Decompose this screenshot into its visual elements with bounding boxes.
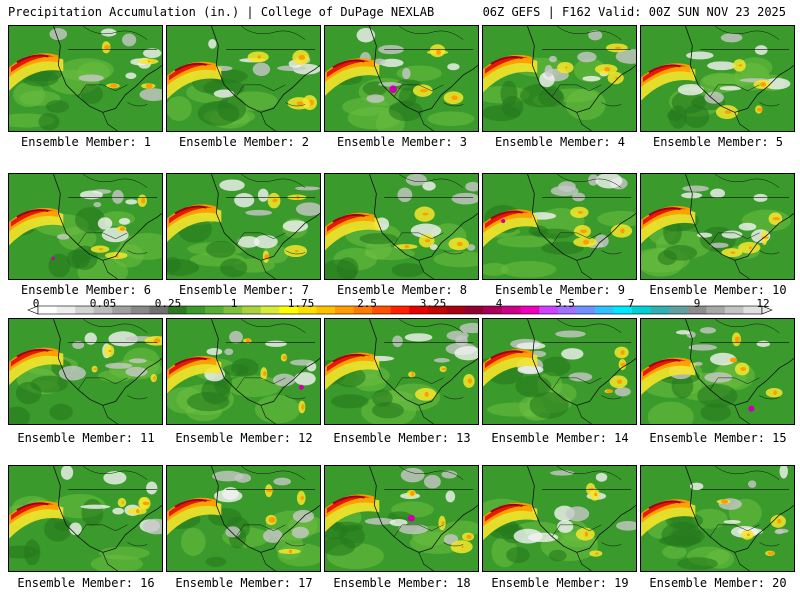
colorbar-swatch <box>223 306 243 314</box>
map-title: Precipitation Accumulation (in.) | Colle… <box>8 5 435 19</box>
colorbar-swatch <box>279 306 299 314</box>
colorbar-swatch <box>186 306 206 314</box>
colorbar-tick-label: 2.5 <box>357 297 377 310</box>
colorbar-swatch <box>594 306 614 314</box>
ensemble-member-label: Ensemble Member: 17 <box>175 576 313 590</box>
colorbar-tick-label: 0 <box>32 297 40 310</box>
ensemble-member-map <box>482 25 637 132</box>
colorbar-swatch <box>483 306 503 314</box>
colorbar-swatch <box>520 306 540 314</box>
colorbar-swatch <box>669 306 689 314</box>
ensemble-member-label: Ensemble Member: 18 <box>333 576 471 590</box>
colorbar-right-arrow <box>761 305 773 315</box>
colorbar-swatch <box>539 306 559 314</box>
ensemble-member-map <box>324 318 479 425</box>
ensemble-member-label: Ensemble Member: 20 <box>649 576 787 590</box>
ensemble-member-map <box>640 318 795 425</box>
ensemble-member-label: Ensemble Member: 5 <box>652 135 784 149</box>
colorbar-swatch <box>464 306 484 314</box>
colorbar-swatch <box>297 306 317 314</box>
ensemble-member-map <box>640 465 795 572</box>
ensemble-member-label: Ensemble Member: 19 <box>491 576 629 590</box>
colorbar-tick-label: 1.75 <box>287 297 315 310</box>
ensemble-member-label: Ensemble Member: 12 <box>175 431 313 445</box>
ensemble-member-map <box>640 25 795 132</box>
colorbar-tick-label: 1 <box>230 297 238 310</box>
colorbar-swatch <box>93 306 113 314</box>
ensemble-member-map <box>166 465 321 572</box>
colorbar-swatch <box>576 306 596 314</box>
ensemble-member-label: Ensemble Member: 8 <box>336 283 468 297</box>
ensemble-member-label: Ensemble Member: 10 <box>649 283 787 297</box>
colorbar-swatch <box>167 306 187 314</box>
ensemble-member-label: Ensemble Member: 15 <box>649 431 787 445</box>
precip-colorbar <box>27 305 773 315</box>
ensemble-member-map <box>324 173 479 280</box>
colorbar-swatch <box>557 306 577 314</box>
ensemble-member-map <box>324 465 479 572</box>
colorbar-swatch <box>316 306 336 314</box>
colorbar-tick-label: 5.5 <box>555 297 575 310</box>
ensemble-member-map <box>8 465 163 572</box>
ensemble-member-map <box>640 173 795 280</box>
ensemble-member-map <box>482 318 637 425</box>
ensemble-member-map <box>8 173 163 280</box>
colorbar-swatch <box>390 306 410 314</box>
ensemble-member-label: Ensemble Member: 16 <box>17 576 155 590</box>
colorbar-tick-label: 7 <box>627 297 635 310</box>
colorbar-swatch <box>242 306 262 314</box>
ensemble-member-label: Ensemble Member: 14 <box>491 431 629 445</box>
colorbar-swatch <box>502 306 521 314</box>
colorbar-swatch <box>75 306 94 314</box>
colorbar-swatch <box>353 306 373 314</box>
colorbar-swatch <box>743 306 763 314</box>
ensemble-member-map <box>166 25 321 132</box>
colorbar-swatch <box>613 306 633 314</box>
ensemble-member-label: Ensemble Member: 3 <box>336 135 468 149</box>
colorbar-swatch <box>56 306 76 314</box>
ensemble-member-label: Ensemble Member: 11 <box>17 431 155 445</box>
ensemble-member-label: Ensemble Member: 9 <box>494 283 626 297</box>
ensemble-member-map <box>482 173 637 280</box>
model-valid-time: 06Z GEFS | F162 Valid: 00Z SUN NOV 23 20… <box>482 5 786 19</box>
ensemble-member-label: Ensemble Member: 7 <box>178 283 310 297</box>
colorbar-tick-label: 12 <box>756 297 770 310</box>
colorbar-swatch <box>650 306 670 314</box>
colorbar-swatch <box>706 306 726 314</box>
colorbar-swatch <box>38 306 57 314</box>
colorbar-tick-label: 3.25 <box>419 297 447 310</box>
colorbar-swatch <box>260 306 280 314</box>
ensemble-member-map <box>8 318 163 425</box>
colorbar-swatch <box>687 306 707 314</box>
colorbar-tick-label: 9 <box>693 297 701 310</box>
colorbar-tick-label: 4 <box>495 297 503 310</box>
ensemble-member-map <box>166 318 321 425</box>
colorbar-swatch <box>372 306 392 314</box>
colorbar-swatch <box>112 306 132 314</box>
ensemble-member-map <box>324 25 479 132</box>
ensemble-member-map <box>8 25 163 132</box>
colorbar-tick-label: 0.05 <box>89 297 117 310</box>
ensemble-member-map <box>166 173 321 280</box>
colorbar-swatch <box>205 306 224 314</box>
colorbar-swatch <box>724 306 744 314</box>
colorbar-swatch <box>335 306 354 314</box>
ensemble-member-map <box>482 465 637 572</box>
colorbar-swatch <box>632 306 651 314</box>
colorbar-swatch <box>409 306 429 314</box>
ensemble-member-label: Ensemble Member: 1 <box>20 135 152 149</box>
ensemble-member-label: Ensemble Member: 6 <box>20 283 152 297</box>
colorbar-tick-label: 0.25 <box>154 297 182 310</box>
colorbar-swatch <box>446 306 466 314</box>
colorbar-swatch <box>130 306 150 314</box>
ensemble-member-label: Ensemble Member: 4 <box>494 135 626 149</box>
ensemble-member-label: Ensemble Member: 2 <box>178 135 310 149</box>
colorbar-swatch <box>427 306 447 314</box>
colorbar-swatch <box>149 306 169 314</box>
ensemble-member-label: Ensemble Member: 13 <box>333 431 471 445</box>
